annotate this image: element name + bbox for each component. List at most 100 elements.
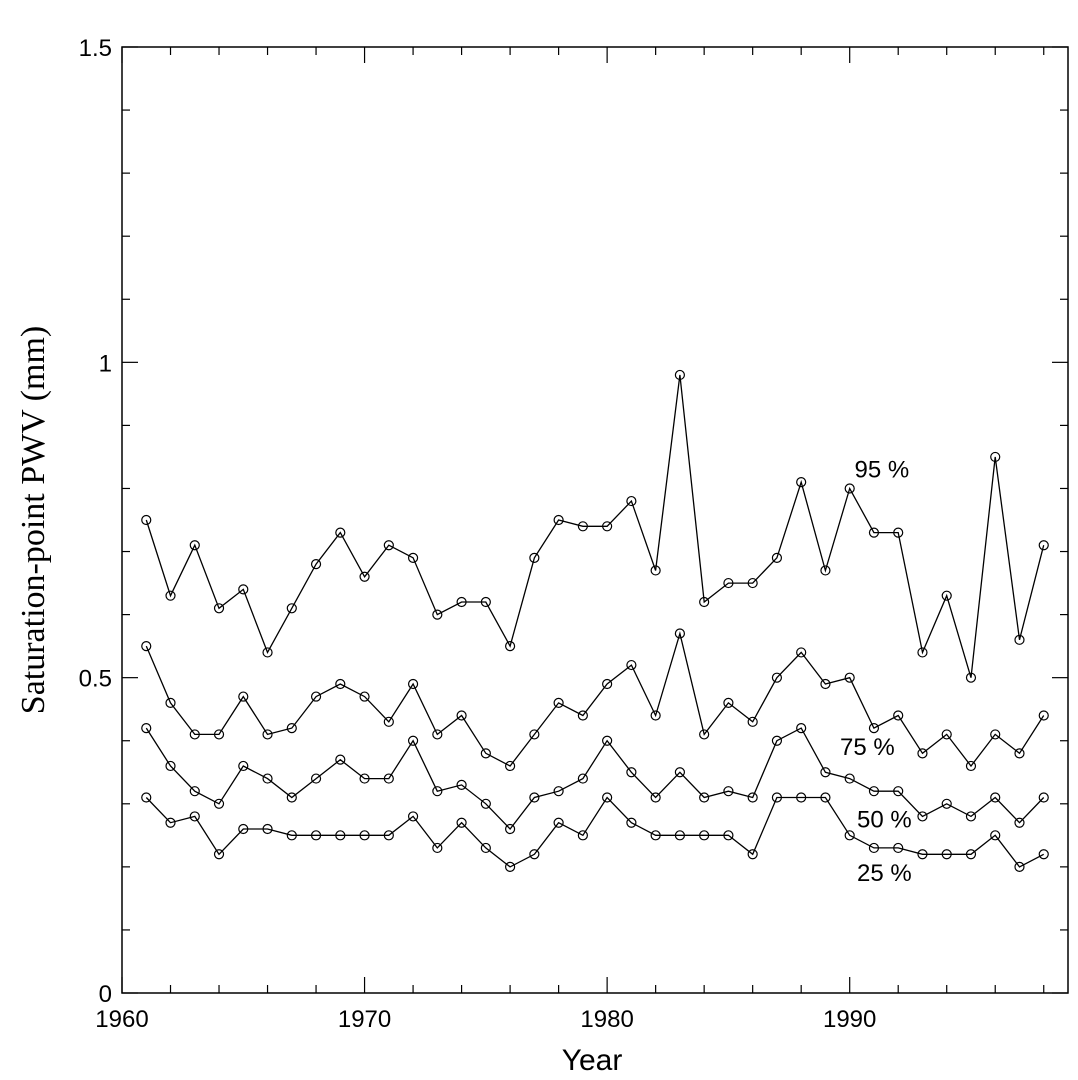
series-labels: 95 % 75 % 50 % 25 % bbox=[840, 457, 912, 888]
y-tick-label: 0 bbox=[99, 981, 112, 1008]
x-tick-label: 1980 bbox=[580, 1006, 633, 1033]
series-0 bbox=[141, 369, 1049, 683]
data-point bbox=[1014, 861, 1025, 872]
data-point bbox=[262, 823, 273, 835]
data-point bbox=[602, 735, 613, 746]
data-point bbox=[1014, 634, 1025, 645]
data-point bbox=[189, 786, 200, 797]
data-point bbox=[383, 716, 394, 727]
data-point bbox=[141, 641, 152, 652]
series-line bbox=[145, 374, 1045, 678]
data-point bbox=[626, 659, 637, 671]
data-point bbox=[771, 792, 783, 803]
data-point bbox=[238, 691, 249, 702]
data-point bbox=[650, 792, 661, 803]
data-point bbox=[674, 628, 685, 639]
y-tick-label: 0.5 bbox=[79, 666, 112, 693]
data-point bbox=[844, 773, 855, 784]
data-point bbox=[820, 767, 831, 778]
series-2 bbox=[141, 723, 1049, 835]
data-point bbox=[286, 603, 297, 614]
data-point bbox=[674, 767, 685, 778]
axis-tick-labels: 1960 1970 1980 1990 0 0.5 1 1.5 bbox=[79, 35, 877, 1033]
data-point bbox=[359, 773, 370, 784]
data-point bbox=[165, 697, 176, 708]
data-point bbox=[650, 830, 661, 841]
data-point bbox=[1038, 710, 1049, 721]
data-point bbox=[941, 849, 952, 860]
data-point bbox=[286, 792, 297, 803]
data-point bbox=[529, 729, 540, 740]
data-point bbox=[335, 754, 346, 765]
x-tick-label: 1970 bbox=[338, 1006, 391, 1033]
data-point bbox=[965, 672, 977, 683]
series-3 bbox=[141, 792, 1049, 872]
data-point bbox=[359, 830, 370, 841]
data-point bbox=[141, 792, 152, 803]
data-point bbox=[359, 571, 370, 582]
data-point bbox=[505, 760, 516, 772]
data-point bbox=[141, 723, 152, 734]
series-label: 75 % bbox=[840, 734, 895, 761]
data-point bbox=[820, 792, 831, 803]
data-point bbox=[941, 590, 952, 601]
series-label: 95 % bbox=[855, 457, 910, 484]
series-group bbox=[141, 369, 1049, 872]
data-point bbox=[868, 842, 880, 854]
data-point bbox=[432, 842, 443, 854]
data-point bbox=[310, 559, 322, 570]
data-point bbox=[553, 514, 564, 526]
data-point bbox=[965, 760, 977, 772]
data-point bbox=[286, 723, 297, 734]
data-point bbox=[407, 678, 419, 690]
data-point bbox=[723, 830, 734, 841]
data-point bbox=[1038, 792, 1049, 803]
data-point bbox=[432, 729, 443, 740]
data-point bbox=[868, 786, 880, 797]
data-point bbox=[820, 565, 831, 576]
data-point bbox=[699, 830, 710, 841]
data-point bbox=[383, 773, 394, 784]
data-point bbox=[189, 540, 200, 551]
data-point bbox=[1038, 540, 1049, 551]
data-point bbox=[1014, 748, 1025, 759]
x-tick-label: 1990 bbox=[823, 1006, 876, 1033]
data-point bbox=[262, 773, 273, 784]
data-point bbox=[505, 861, 516, 872]
y-tick-label: 1.5 bbox=[79, 35, 112, 62]
data-point bbox=[456, 710, 467, 721]
data-point bbox=[626, 495, 637, 507]
data-point bbox=[165, 760, 176, 772]
data-point bbox=[893, 786, 904, 797]
data-point bbox=[262, 647, 273, 658]
data-point bbox=[602, 792, 613, 803]
data-point bbox=[529, 849, 540, 860]
data-point bbox=[626, 767, 637, 778]
data-point bbox=[577, 830, 588, 841]
data-point bbox=[699, 792, 710, 803]
data-point bbox=[917, 811, 928, 822]
data-point bbox=[383, 540, 394, 551]
data-point bbox=[577, 521, 588, 532]
data-point bbox=[602, 678, 613, 690]
data-point bbox=[456, 817, 467, 828]
data-point bbox=[577, 773, 588, 784]
data-point bbox=[407, 735, 419, 746]
data-point bbox=[844, 672, 855, 683]
y-axis-title: Saturation-point PWV (mm) bbox=[15, 326, 52, 714]
data-point bbox=[480, 748, 491, 759]
data-point bbox=[650, 565, 661, 576]
data-point bbox=[941, 798, 952, 809]
data-point bbox=[310, 830, 322, 841]
series-label: 25 % bbox=[857, 860, 912, 887]
data-point bbox=[189, 729, 200, 740]
data-point bbox=[771, 552, 783, 563]
data-point bbox=[505, 823, 516, 835]
data-point bbox=[310, 773, 322, 784]
data-point bbox=[796, 792, 807, 803]
data-point bbox=[286, 830, 297, 841]
y-tick-label: 1 bbox=[99, 350, 112, 377]
data-point bbox=[626, 817, 637, 828]
data-point bbox=[1014, 817, 1025, 828]
data-point bbox=[723, 577, 734, 589]
